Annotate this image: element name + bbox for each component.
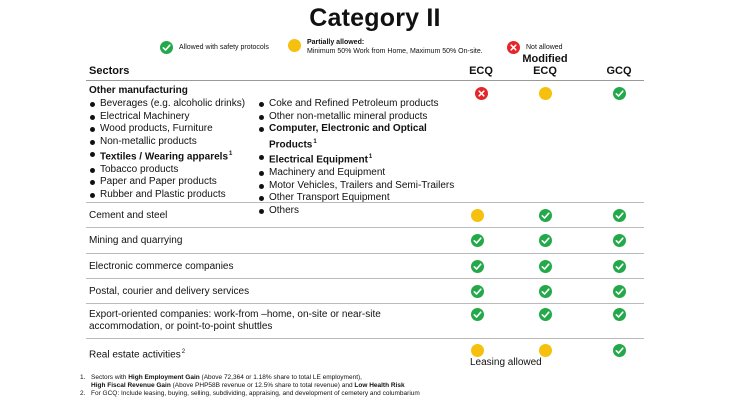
list-item: Computer, Electronic and Optical Product… — [258, 123, 454, 151]
manufacturing-list-right: Coke and Refined Petroleum products Othe… — [258, 98, 454, 217]
list-item: Tobacco products — [89, 164, 245, 177]
list-item: Electrical Equipment1 — [258, 151, 454, 167]
header-mecq-line2: ECQ — [533, 65, 557, 77]
header-sectors: Sectors — [89, 65, 130, 77]
status-gcq — [613, 344, 626, 360]
header-mecq-line1: Modified — [522, 53, 568, 65]
legend-allowed: Allowed with safety protocols — [160, 41, 269, 54]
check-icon — [539, 308, 552, 321]
status-mecq — [539, 285, 552, 301]
status-mecq — [539, 344, 552, 360]
row-name: Postal, courier and delivery services — [89, 286, 250, 297]
status-mecq — [539, 209, 552, 225]
list-item: Rubber and Plastic products — [89, 189, 245, 202]
legend-partial-desc: Minimum 50% Work from Home, Maximum 50% … — [307, 48, 483, 55]
check-icon — [471, 308, 484, 321]
list-item: Motor Vehicles, Trailers and Semi-Traile… — [258, 180, 454, 193]
partial-dot-icon — [471, 344, 484, 357]
status-ecq — [471, 260, 484, 276]
list-item: Machinery and Equipment — [258, 167, 454, 180]
status-ecq — [471, 285, 484, 301]
list-item: Other Transport Equipment — [258, 192, 454, 205]
row-name: Export-oriented companies: work-from –ho… — [89, 309, 381, 332]
status-gcq — [613, 87, 626, 103]
status-gcq — [613, 260, 626, 276]
footnote-1: 1. Sectors with High Employment Gain (Ab… — [80, 374, 405, 389]
footnote-2: 2. For GCQ: Include leasing, buying, sel… — [80, 390, 420, 397]
partial-dot-icon — [539, 87, 552, 100]
table-row-manufacturing: Other manufacturing Beverages (e.g. alco… — [86, 81, 644, 216]
table-header: Sectors ECQ Modified ECQ GCQ — [86, 53, 644, 81]
header-gcq: GCQ — [606, 65, 632, 77]
row-name: Mining and quarrying — [89, 235, 183, 246]
status-gcq — [613, 285, 626, 301]
header-mecq: Modified ECQ — [520, 53, 570, 77]
status-ecq — [475, 87, 488, 103]
table-row: Real estate activities2 Leasing allowed — [86, 339, 644, 369]
check-icon — [613, 234, 626, 247]
list-item: Beverages (e.g. alcoholic drinks) — [89, 98, 245, 111]
check-icon — [471, 260, 484, 273]
list-item: Paper and Paper products — [89, 176, 245, 189]
list-item: Other non-metallic mineral products — [258, 111, 454, 124]
row-name: Real estate activities2 — [89, 349, 186, 361]
status-ecq — [471, 344, 484, 360]
manufacturing-list-left: Beverages (e.g. alcoholic drinks) Electr… — [89, 98, 245, 201]
status-gcq — [613, 234, 626, 250]
status-ecq — [471, 308, 484, 324]
cross-icon — [507, 41, 520, 54]
check-icon — [613, 344, 626, 357]
status-mecq — [539, 260, 552, 276]
check-icon — [539, 285, 552, 298]
status-gcq — [613, 308, 626, 324]
legend-partial-title: Partially allowed: — [307, 39, 365, 46]
list-item: Others — [258, 205, 454, 218]
check-icon — [613, 260, 626, 273]
list-item: Wood products, Furniture — [89, 123, 245, 136]
list-item: Coke and Refined Petroleum products — [258, 98, 454, 111]
status-ecq — [471, 209, 484, 225]
status-mecq — [539, 234, 552, 250]
legend-allowed-label: Allowed with safety protocols — [179, 44, 269, 51]
check-icon — [613, 308, 626, 321]
status-gcq — [613, 209, 626, 225]
header-ecq: ECQ — [469, 65, 493, 77]
check-icon — [471, 234, 484, 247]
row-name: Electronic commerce companies — [89, 261, 234, 272]
legend-partial: Partially allowed: Minimum 50% Work from… — [288, 38, 483, 56]
check-icon — [471, 285, 484, 298]
partial-dot-icon — [288, 39, 301, 52]
check-icon — [613, 209, 626, 222]
check-icon — [539, 209, 552, 222]
table-row: Electronic commerce companies — [86, 254, 644, 279]
partial-dot-icon — [539, 344, 552, 357]
legend: Allowed with safety protocols Partially … — [0, 38, 750, 60]
check-icon — [539, 234, 552, 247]
table-row: Mining and quarrying — [86, 228, 644, 254]
list-item: Textiles / Wearing apparels1 — [89, 148, 245, 164]
partial-dot-icon — [471, 209, 484, 222]
legend-not-allowed-label: Not allowed — [526, 44, 563, 51]
table-row: Postal, courier and delivery services — [86, 279, 644, 304]
status-mecq — [539, 308, 552, 324]
footnotes: 1. Sectors with High Employment Gain (Ab… — [80, 374, 420, 398]
page-title: Category II — [309, 4, 441, 32]
check-icon — [539, 260, 552, 273]
status-ecq — [471, 234, 484, 250]
row-title: Other manufacturing — [89, 85, 188, 96]
check-icon — [613, 285, 626, 298]
list-item: Non-metallic products — [89, 136, 245, 149]
status-mecq — [539, 87, 552, 103]
leasing-note: Leasing allowed — [470, 357, 542, 368]
check-icon — [613, 87, 626, 100]
cross-icon — [475, 87, 488, 100]
list-item: Electrical Machinery — [89, 111, 245, 124]
table-row: Cement and steel — [86, 203, 644, 228]
row-name: Cement and steel — [89, 210, 168, 221]
table-row: Export-oriented companies: work-from –ho… — [86, 304, 644, 339]
legend-not-allowed: Not allowed — [507, 41, 563, 54]
check-icon — [160, 41, 173, 54]
